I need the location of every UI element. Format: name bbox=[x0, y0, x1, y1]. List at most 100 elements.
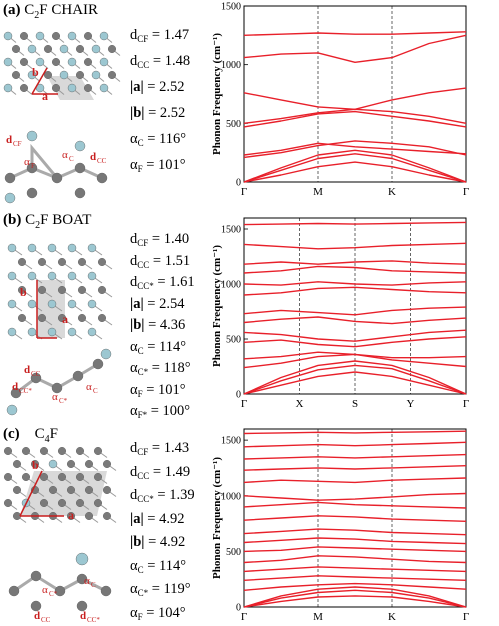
atom bbox=[67, 83, 77, 93]
atom bbox=[26, 187, 38, 199]
atom bbox=[52, 58, 61, 67]
side-bonds bbox=[30, 143, 59, 179]
atom bbox=[3, 57, 13, 67]
atom bbox=[93, 446, 102, 455]
atom bbox=[51, 172, 63, 184]
label-dcc-sub: CC bbox=[97, 157, 107, 165]
atom bbox=[51, 382, 63, 394]
param-row: |a| = 4.92 bbox=[130, 510, 185, 527]
phonon-band-0 bbox=[243, 586, 467, 608]
panel-b-phonon-chart: 0 500 1000 1500 Γ X S Y Γ Phonon Frequency (cm⁻¹) bbox=[211, 217, 469, 410]
phonon-band-2 bbox=[243, 371, 467, 395]
param-row: dCF = 1.47 bbox=[130, 27, 190, 44]
atom bbox=[58, 446, 67, 455]
atom bbox=[75, 499, 84, 508]
atom bbox=[12, 511, 21, 520]
atom bbox=[4, 446, 12, 455]
param-row: αF = 101° bbox=[130, 157, 186, 174]
label-dcc-star: d bbox=[80, 610, 86, 622]
atom bbox=[87, 299, 97, 309]
atom bbox=[47, 327, 57, 337]
param-row: αC* = 119° bbox=[130, 581, 191, 598]
panel-b-structure: a b d CC d CC* α C* α C bbox=[6, 243, 113, 416]
atom bbox=[35, 31, 45, 41]
kpath-label: M bbox=[313, 186, 323, 198]
atom bbox=[75, 71, 84, 80]
phonon-band-3 bbox=[243, 140, 467, 159]
atom bbox=[27, 327, 37, 337]
atom bbox=[74, 187, 86, 199]
phonon-band-2 bbox=[243, 161, 467, 183]
phonon-band-3 bbox=[243, 582, 467, 591]
atom bbox=[27, 44, 37, 54]
atom bbox=[72, 370, 84, 382]
atom bbox=[100, 585, 112, 597]
label-alpha-c: α bbox=[62, 149, 68, 161]
phonon-band-5 bbox=[243, 110, 467, 128]
label-dcc-sub: CC bbox=[31, 370, 41, 378]
atom bbox=[40, 499, 49, 508]
label-dcf: d bbox=[6, 134, 12, 146]
phonon-band-15 bbox=[243, 453, 467, 460]
label-dcc: d bbox=[90, 151, 96, 163]
param-row: dCF = 1.40 bbox=[130, 231, 190, 248]
ytick-label: 500 bbox=[226, 335, 241, 346]
param-row: αF = 104° bbox=[130, 604, 186, 622]
kpath-label: X bbox=[296, 398, 304, 410]
label-alpha-f-sub: F bbox=[31, 162, 35, 170]
param-row: dCC = 1.48 bbox=[130, 53, 191, 70]
phonon-band-4 bbox=[243, 575, 467, 581]
atom bbox=[58, 286, 67, 295]
atom bbox=[97, 313, 106, 322]
atom bbox=[7, 327, 17, 337]
atom bbox=[4, 499, 12, 508]
atom bbox=[102, 511, 111, 520]
atom bbox=[58, 258, 67, 267]
atom bbox=[97, 286, 106, 295]
atom bbox=[59, 44, 69, 54]
panel-b-title: (b) C2F BOAT bbox=[3, 212, 92, 231]
atom bbox=[4, 473, 12, 482]
lattice-vector-b: b bbox=[32, 65, 39, 79]
atom bbox=[96, 172, 108, 184]
atom bbox=[74, 140, 86, 152]
label-dcf-sub: CF bbox=[13, 140, 22, 148]
label-alpha-c-star-sub: C* bbox=[49, 590, 58, 598]
ytick-label: 1500 bbox=[221, 436, 241, 447]
atom bbox=[18, 258, 27, 267]
y-axis-label: Phonon Frequency (cm⁻¹) bbox=[211, 457, 223, 579]
param-row: αF* = 100° bbox=[130, 403, 191, 420]
atom bbox=[22, 446, 31, 455]
atom bbox=[107, 71, 116, 80]
phonon-band-5 bbox=[243, 566, 467, 573]
phonon-band-13 bbox=[243, 477, 467, 484]
param-row: dCC* = 1.39 bbox=[130, 487, 195, 504]
atom bbox=[84, 511, 93, 520]
atom bbox=[38, 258, 47, 267]
atom bbox=[4, 172, 16, 184]
atom bbox=[93, 473, 102, 482]
kpath-label: Γ bbox=[241, 186, 247, 198]
ytick-label: 1000 bbox=[221, 280, 241, 291]
atom bbox=[18, 313, 27, 322]
label-alpha-c-star-sub: C* bbox=[59, 397, 68, 405]
phonon-band-8 bbox=[243, 306, 467, 316]
atom bbox=[7, 299, 17, 309]
lattice-vector-a: a bbox=[62, 312, 68, 326]
atom bbox=[27, 299, 37, 309]
panel-b: (b) C2F BOAT a b d CC d CC* α C* α C dCF… bbox=[0, 210, 499, 420]
atom bbox=[75, 45, 84, 54]
kpath-label: Y bbox=[407, 398, 415, 410]
lattice-vector-b: b bbox=[32, 458, 39, 472]
label-dcc-star: d bbox=[12, 381, 18, 393]
label-alpha-c-sub: C bbox=[93, 387, 98, 395]
atom bbox=[99, 57, 109, 67]
atom bbox=[30, 570, 42, 582]
atom bbox=[27, 243, 37, 253]
phonon-band-9 bbox=[243, 286, 467, 296]
atom bbox=[52, 31, 61, 40]
phonon-band-4 bbox=[243, 142, 467, 156]
phonon-band-7 bbox=[243, 87, 467, 110]
label-dcc-sub: CC bbox=[41, 616, 51, 624]
ytick-label: 1500 bbox=[221, 2, 241, 13]
